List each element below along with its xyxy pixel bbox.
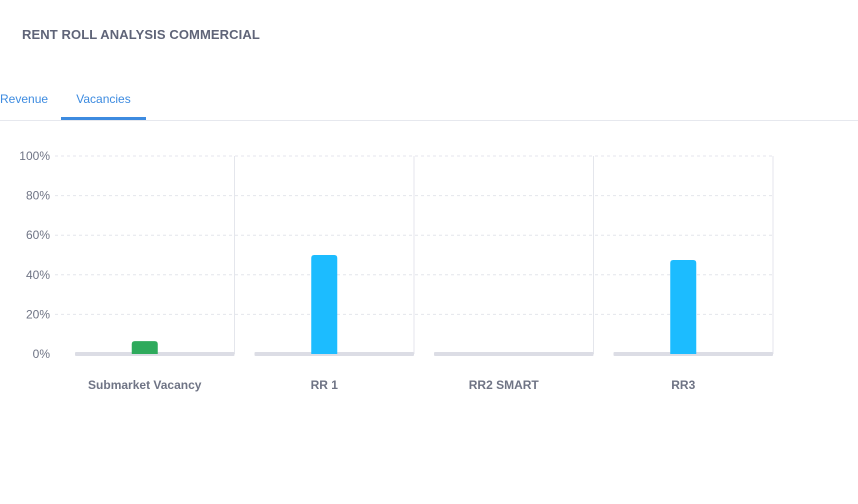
y-tick-label: 80% (26, 189, 50, 203)
x-category-label: RR 1 (311, 378, 339, 392)
baseline-bands (75, 352, 773, 356)
x-axis-labels: Submarket Vacancy RR 1 RR2 SMART RR3 (88, 378, 696, 392)
x-category-label: Submarket Vacancy (88, 378, 202, 392)
y-tick-label: 40% (26, 268, 50, 282)
x-category-label: RR3 (671, 378, 695, 392)
y-tick-label: 20% (26, 307, 50, 321)
y-axis-ticks: 0% 20% 40% 60% 80% 100% (19, 149, 50, 361)
y-tick-label: 60% (26, 228, 50, 242)
tab-vacancies[interactable]: Vacancies (61, 82, 146, 120)
bar[interactable] (131, 341, 158, 354)
tab-revenue[interactable]: Revenue (0, 92, 49, 106)
bar[interactable] (670, 259, 697, 354)
y-tick-label: 0% (33, 347, 51, 361)
x-category-label: RR2 SMART (469, 378, 540, 392)
y-tick-label: 100% (19, 149, 50, 163)
bars (131, 255, 697, 354)
baseline-band (434, 352, 594, 356)
page-title: RENT ROLL ANALYSIS COMMERCIAL (22, 27, 260, 42)
category-dividers (234, 156, 774, 354)
bar[interactable] (311, 255, 338, 354)
tab-bar: Revenue Vacancies (0, 82, 858, 121)
